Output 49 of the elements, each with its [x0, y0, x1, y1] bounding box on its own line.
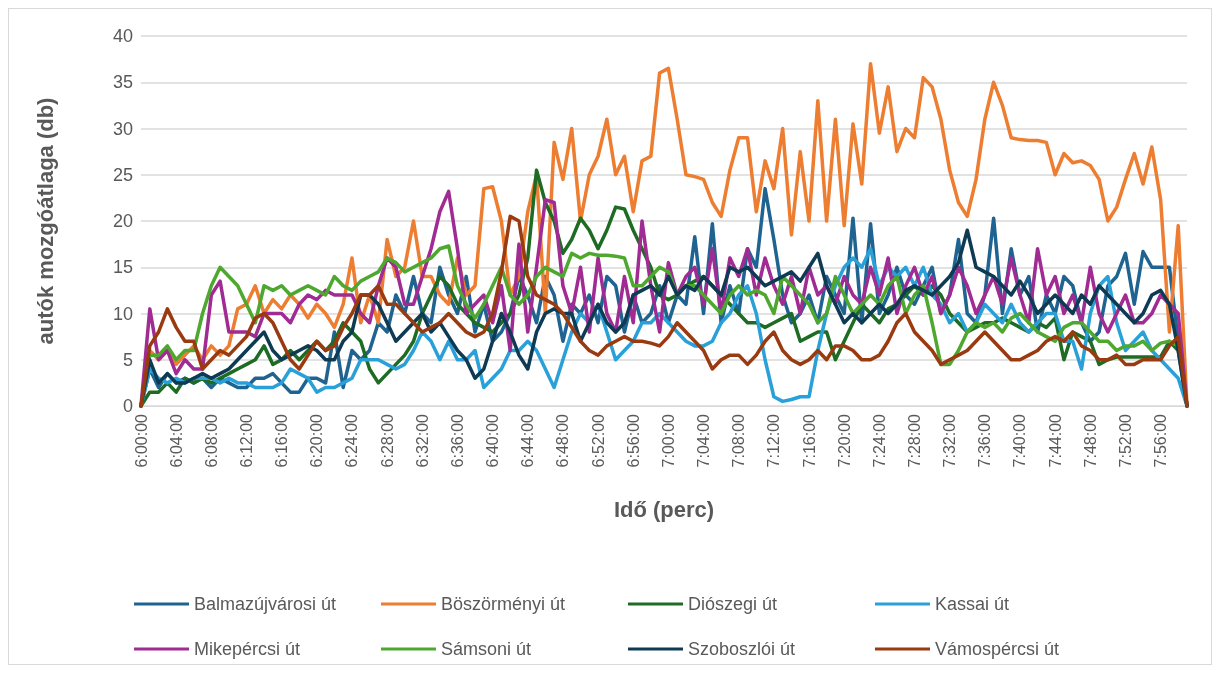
x-tick-label: 6:40:00	[484, 413, 502, 468]
x-tick-label: 7:44:00	[1046, 413, 1064, 468]
x-tick-label: 7:52:00	[1116, 413, 1134, 468]
x-tick-label: 7:20:00	[835, 413, 853, 468]
x-tick-label: 7:48:00	[1081, 413, 1099, 468]
x-tick-label: 6:00:00	[132, 413, 150, 468]
x-tick-label: 6:04:00	[167, 413, 185, 468]
x-tick-label: 6:20:00	[308, 413, 326, 468]
x-tick-label: 6:32:00	[413, 413, 431, 468]
x-tick-label: 6:08:00	[202, 413, 220, 468]
legend-label: Sámsoni út	[441, 639, 532, 659]
y-tick-label: 25	[112, 164, 133, 185]
x-tick-label: 6:44:00	[519, 413, 537, 468]
x-tick-label: 6:36:00	[448, 413, 466, 468]
x-tick-label: 6:12:00	[237, 413, 255, 468]
x-tick-label: 7:08:00	[730, 413, 748, 468]
legend-label: Kassai út	[935, 594, 1010, 614]
y-tick-label: 40	[112, 26, 133, 46]
x-tick-label: 7:32:00	[941, 413, 959, 468]
y-tick-label: 30	[112, 118, 133, 139]
y-tick-label: 35	[112, 72, 133, 93]
x-tick-label: 7:28:00	[906, 413, 924, 468]
x-tick-label: 6:28:00	[378, 413, 396, 468]
x-tick-label: 7:00:00	[659, 413, 677, 468]
x-tick-label: 6:16:00	[273, 413, 291, 468]
legend-label: Diószegi út	[688, 594, 778, 614]
x-axis-title: Idő (perc)	[613, 496, 715, 522]
x-tick-label: 7:12:00	[765, 413, 783, 468]
y-tick-label: 0	[122, 396, 133, 416]
legend-label: Vámospércsi út	[935, 639, 1060, 659]
y-tick-label: 20	[112, 211, 133, 231]
x-tick-label: 7:04:00	[695, 413, 713, 468]
x-tick-label: 7:16:00	[800, 413, 818, 468]
x-tick-label: 7:24:00	[870, 413, 888, 468]
x-tick-label: 6:56:00	[624, 413, 642, 468]
x-tick-label: 7:56:00	[1152, 413, 1170, 468]
y-tick-label: 10	[112, 303, 133, 324]
x-tick-label: 6:52:00	[589, 413, 607, 468]
legend-label: Mikepércsi út	[194, 639, 301, 659]
legend-label: Böszörményi út	[441, 594, 566, 614]
x-tick-label: 6:24:00	[343, 413, 361, 468]
legend-label: Balmazújvárosi út	[194, 594, 337, 614]
x-tick-label: 7:36:00	[976, 413, 994, 468]
x-tick-label: 6:48:00	[554, 413, 572, 468]
y-tick-label: 5	[122, 349, 133, 370]
x-tick-label: 7:40:00	[1011, 413, 1029, 468]
y-axis-title: autók mozgóátlaga (db)	[32, 97, 58, 345]
legend-label: Szoboszlói út	[688, 639, 796, 659]
y-tick-label: 15	[112, 257, 133, 278]
